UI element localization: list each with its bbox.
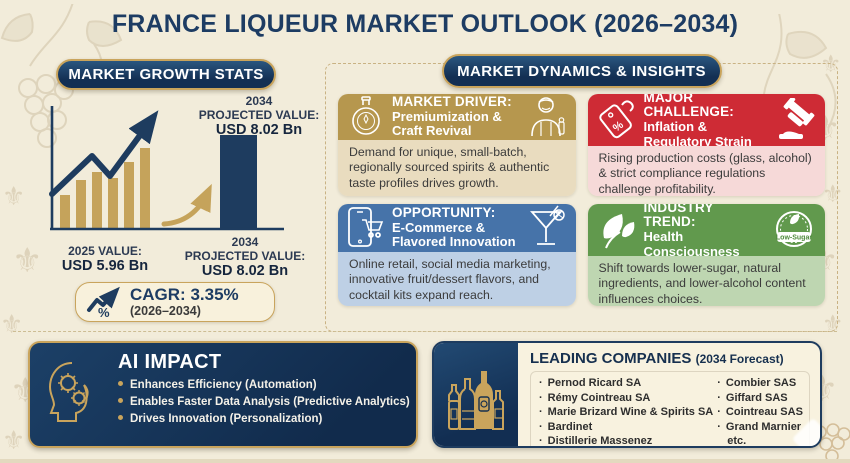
company-item: · Combier SAS [717,377,797,389]
card-body-text: Shift towards lower-sugar, natural ingre… [587,256,825,306]
card-market-driver: MARKET DRIVER: Premiumization & Craft Re… [338,94,576,196]
value-2025-label: 2025 VALUE: USD 5.96 Bn [61,244,149,275]
page-title: FRANCE LIQUEUR MARKET OUTLOOK (2026–2034… [111,10,739,38]
card-title: Inflation & Regulatory Strain [643,119,752,149]
ai-head-gears-icon [48,362,89,422]
company-item: · Distillerie Massenez [539,435,653,448]
ai-impact-title: AI IMPACT [118,351,222,373]
cagr-value: CAGR: 3.35% [130,285,239,305]
bullet-dot [118,415,123,420]
card-body-text: Rising production costs (glass, alcohol)… [587,146,825,196]
projected-value-bottom-label: 2034 PROJECTED VALUE: USD 8.02 Bn [184,235,306,280]
card-kicker: INDUSTRY TREND: [643,204,714,230]
low-sugar-badge-icon: Low-Sugar [776,211,812,247]
company-item: · Rémy Cointreau SA [539,391,651,404]
card-title: Health Consciousness [643,229,740,259]
card-kicker: MAJOR CHALLENGE: [643,94,734,120]
section-divider [13,331,837,332]
liqueur-bottle-icon [352,96,380,135]
card-industry-trend: INDUSTRY TREND: Health Consciousness Low… [587,204,825,306]
chart-bar-2034 [220,135,257,228]
company-item: · Cointreau SAS [717,406,803,419]
gavel-icon [779,98,815,139]
company-item-etc: etc. [727,435,747,448]
companies-list: · Pernod Ricard SA · Rémy Cointreau SA · Ma… [530,371,810,448]
company-item: · Bardinet [539,420,593,433]
companies-column-1: · Pernod Ricard SA · Rémy Cointreau SA · Ma… [539,376,714,448]
ai-bullet-item: Drives Innovation (Personalization) [118,413,414,425]
ai-impact-card: AI IMPACT Enhances Efficiency (Automatio… [28,341,418,448]
cagr-badge: % CAGR: 3.35% (2026–2034) [75,282,275,322]
companies-panel: LEADING COMPANIES (2034 Forecast) · Perno… [518,343,820,446]
cagr-growth-icon: % [87,286,120,318]
trend-arrow [49,110,159,197]
page-bottom-edge [0,459,850,463]
dynamics-cards: MARKET DRIVER: Premiumization & Craft Re… [338,94,825,306]
market-dynamics-section: MARKET DYNAMICS & INSIGHTS [325,54,838,332]
cagr-period: (2026–2034) [130,303,201,318]
card-kicker: MARKET DRIVER: [392,94,512,110]
company-item: · Pernod Ricard SA [539,377,642,389]
leading-companies-card: LEADING COMPANIES (2034 Forecast) · Perno… [432,341,822,448]
low-sugar-badge-label: Low-Sugar [776,235,812,242]
bullet-dot [118,381,123,386]
leaf-icon [602,214,634,249]
liqueur-bottles-icon [448,370,504,430]
projected-value-top-label: 2034 PROJECTED VALUE: USD 8.02 Bn [198,94,320,139]
svg-text:%: % [98,305,110,318]
craftsman-icon [530,97,565,137]
cocktail-glass-icon [529,205,565,245]
price-tag-percent-icon: % [598,100,634,139]
growth-chart-canvas [49,106,284,231]
card-kicker: OPPORTUNITY: [392,205,496,221]
leading-companies-title: LEADING COMPANIES (2034 Forecast) [530,350,784,367]
fleur-de-lis-ornament: ⚜ [2,426,26,456]
market-growth-stats-header: MARKET GROWTH STATS [56,59,276,90]
card-title: Premiumization & Craft Revival [392,108,502,139]
bottles-panel [434,343,518,446]
company-item: · Grand Marnier [717,420,802,433]
bullet-dot [118,398,123,403]
card-body-text: Demand for unique, small-batch, regional… [338,140,576,196]
market-dynamics-label: MARKET DYNAMICS & INSIGHTS [457,62,706,80]
card-major-challenge: % MAJOR CHALLENGE: Inflation & Regulator… [587,94,825,196]
card-opportunity: OPPORTUNITY: E-Commerce & Flavored Innov… [338,204,576,306]
market-dynamics-header: MARKET DYNAMICS & INSIGHTS [441,54,722,88]
growth-chart: 2034 PROJECTED VALUE: USD 8.02 Bn 2025 V… [28,92,328,332]
fleur-de-lis-ornament: ⚜ [2,182,26,212]
ai-bullet-item: Enables Faster Data Analysis (Predictive… [118,396,414,408]
chart-bars-historic [60,148,150,228]
projection-arrow [161,183,212,227]
phone-cart-icon [348,207,384,247]
company-item: · Marie Brizard Wine & Spirits SA [539,406,714,419]
card-body-text: Online retail, social media marketing, i… [338,252,576,306]
companies-column-2: · Combier SAS · Giffard SAS · Cointreau SAS… [717,376,803,448]
ai-bullet-item: Enhances Efficiency (Automation) [118,379,414,391]
company-item: · Giffard SAS [717,391,788,404]
fleur-de-lis-ornament: ⚜ [0,310,24,340]
market-growth-stats-label: MARKET GROWTH STATS [68,66,264,83]
card-title: E-Commerce & Flavored Innovation [392,219,516,250]
